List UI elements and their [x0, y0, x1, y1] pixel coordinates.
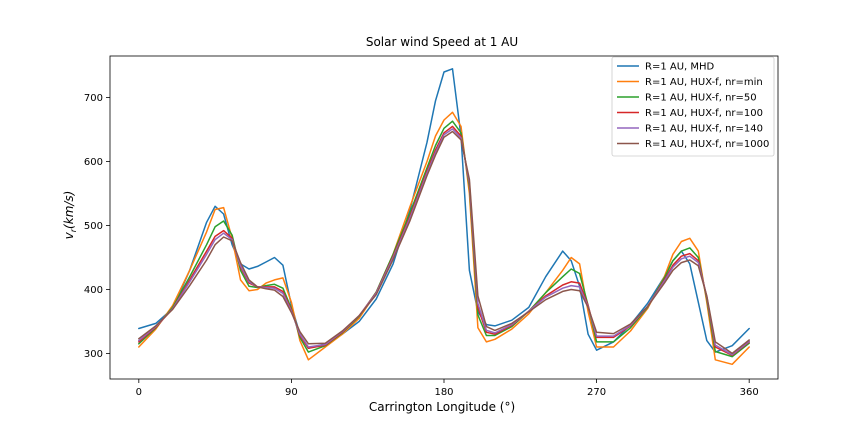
y-tick-label: 700 — [84, 93, 103, 104]
x-tick-label: 270 — [587, 387, 606, 398]
legend-label: R=1 AU, HUX-f, nr=100 — [645, 108, 763, 119]
legend-label: R=1 AU, HUX-f, nr=min — [645, 77, 763, 88]
x-tick-label: 360 — [740, 387, 759, 398]
legend-label: R=1 AU, HUX-f, nr=50 — [645, 93, 757, 104]
legend-label: R=1 AU, HUX-f, nr=140 — [645, 124, 763, 135]
chart-title: Solar wind Speed at 1 AU — [366, 35, 518, 49]
x-tick-label: 0 — [136, 387, 142, 398]
legend-box — [611, 56, 775, 157]
y-tick-label: 500 — [84, 221, 103, 232]
y-tick-label: 600 — [84, 157, 103, 168]
y-axis: 300 400 500 600 700 — [84, 93, 110, 360]
legend-label: R=1 AU, MHD — [645, 62, 715, 73]
x-tick-label: 90 — [285, 387, 298, 398]
x-axis: 0 90 180 270 360 — [136, 379, 759, 398]
x-axis-label: Carrington Longitude (°) — [369, 400, 515, 414]
x-tick-label: 180 — [434, 387, 453, 398]
y-axis-label: vr(km/s) — [62, 191, 78, 240]
series-line-1 — [138, 68, 750, 353]
y-tick-label: 300 — [84, 349, 103, 360]
legend-label: R=1 AU, HUX-f, nr=1000 — [645, 139, 769, 150]
legend: R=1 AU, MHD R=1 AU, HUX-f, nr=min R=1 AU, … — [611, 56, 775, 157]
y-tick-label: 400 — [84, 285, 103, 296]
series-line-6 — [138, 130, 750, 355]
series-layer — [138, 68, 750, 366]
